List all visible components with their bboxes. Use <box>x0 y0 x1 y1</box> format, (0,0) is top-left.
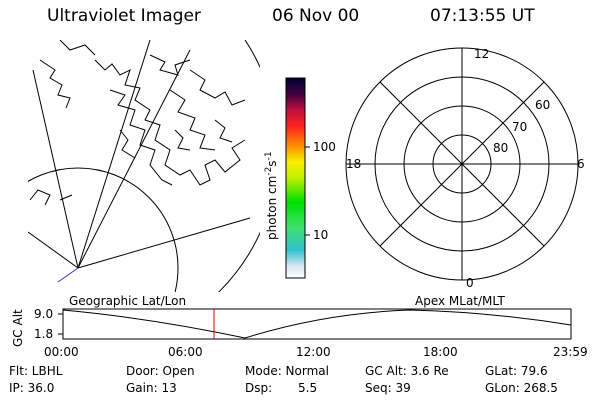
meridian-line <box>77 217 251 269</box>
time-label: 07:13:55 UT <box>430 6 535 26</box>
coastline <box>94 59 246 186</box>
geographic-map <box>28 40 260 292</box>
meridian-line <box>32 69 79 269</box>
lat-label-70: 70 <box>512 120 528 134</box>
coastline <box>189 69 246 106</box>
info-glon: GLon: 268.5 <box>485 381 558 395</box>
colorbar-tick-10: 10 <box>313 228 329 242</box>
lat-label-80: 80 <box>493 141 509 155</box>
info-gain: Gain: 13 <box>126 381 177 395</box>
coastline <box>169 89 216 151</box>
info-ip: IP: 36.0 <box>9 381 55 395</box>
colorbar-tick-100: 100 <box>313 140 336 154</box>
mlt-label-0: 0 <box>466 276 474 290</box>
info-dsp-label: Dsp: <box>245 381 273 395</box>
alt-tick-9: 9.0 <box>34 307 54 321</box>
time-tick-0000: 00:00 <box>44 345 79 359</box>
meridian-line <box>28 231 79 269</box>
time-tick-1200: 12:00 <box>296 345 331 359</box>
meridian-line <box>77 40 151 269</box>
colorbar-unit-label: photon cm-2s-1 <box>264 151 279 240</box>
info-dsp-value: 5.5 <box>298 381 318 395</box>
track-line <box>57 267 79 283</box>
info-seq: Seq: 39 <box>365 381 411 395</box>
info-flt: Flt: LBHL <box>9 364 63 378</box>
geographic-label: Geographic Lat/Lon <box>69 294 187 308</box>
time-tick-1800: 18:00 <box>423 345 458 359</box>
info-glat: GLat: 79.6 <box>485 364 548 378</box>
mlt-label-18: 18 <box>346 157 362 171</box>
coastline <box>119 119 233 159</box>
instrument-title: Ultraviolet Imager <box>47 6 201 26</box>
latitude-circle <box>28 167 179 292</box>
time-tick-0600: 06:00 <box>168 345 203 359</box>
altitude-ylabel: GC Alt <box>11 309 25 347</box>
colorbar <box>285 77 310 279</box>
date-label: 06 Nov 00 <box>272 6 360 26</box>
info-door: Door: Open <box>126 364 195 378</box>
coastline <box>109 89 173 186</box>
mlt-label-12: 12 <box>474 47 490 61</box>
coastline <box>149 54 191 76</box>
info-gc-alt: GC Alt: 3.6 Re <box>365 364 449 378</box>
time-tick-2359: 23:59 <box>553 345 588 359</box>
coastline <box>59 40 96 56</box>
mlt-label-6: 6 <box>577 157 585 171</box>
alt-tick-1-8: 1.8 <box>34 327 54 341</box>
info-mode: Mode: Normal <box>245 364 329 378</box>
mlt-line-diag <box>379 81 545 247</box>
coastline <box>29 59 73 206</box>
lat-label-60: 60 <box>535 98 551 112</box>
meridian-line <box>77 49 191 269</box>
altitude-plot <box>58 308 572 340</box>
apex-label: Apex MLat/MLT <box>415 294 505 308</box>
polar-plot <box>345 47 579 281</box>
